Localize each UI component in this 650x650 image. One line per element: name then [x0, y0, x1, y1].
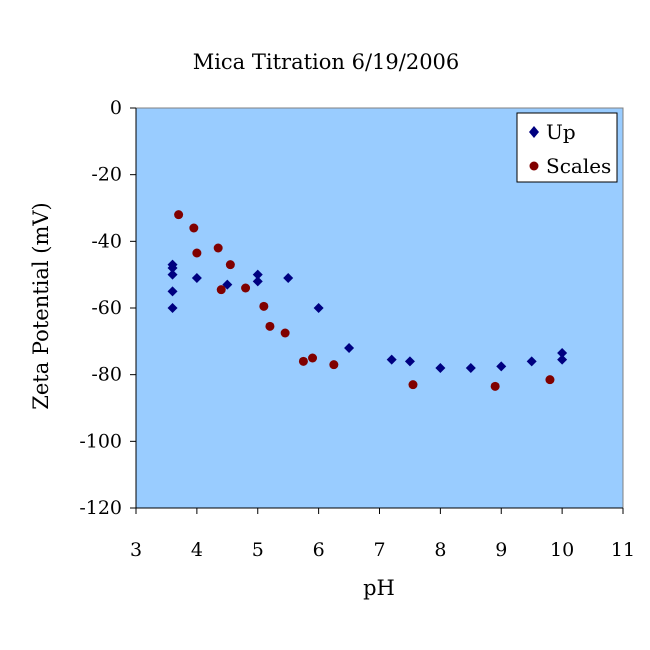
y-tick-label: -80: [91, 364, 122, 386]
data-point-scales: [225, 260, 235, 270]
data-point-up: [167, 303, 178, 313]
x-tick-label: 11: [611, 539, 635, 561]
data-point-scales: [192, 248, 202, 258]
x-tick-label: 8: [434, 539, 446, 561]
legend-label-scales: Scales: [546, 154, 611, 178]
legend: Up Scales: [516, 112, 618, 183]
data-point-scales: [545, 375, 555, 385]
data-point-scales: [490, 381, 500, 391]
data-point-up: [404, 356, 415, 367]
data-point-up: [313, 303, 324, 313]
data-point-scales: [329, 360, 339, 370]
legend-marker-scales: [529, 161, 539, 171]
data-points: [167, 210, 568, 391]
data-point-scales: [265, 321, 275, 331]
x-tick-label: 9: [495, 539, 507, 561]
data-point-up: [167, 263, 178, 273]
data-point-up: [557, 348, 568, 358]
x-tick-label: 6: [313, 539, 325, 561]
data-point-up: [252, 269, 263, 280]
data-point-up: [252, 276, 263, 287]
y-tick-label: -60: [91, 297, 122, 319]
data-point-scales: [174, 210, 184, 220]
data-point-up: [557, 354, 568, 365]
legend-marker-up: [529, 126, 539, 138]
x-tick-label: 10: [550, 539, 574, 561]
data-point-up: [167, 286, 178, 297]
data-point-up: [526, 356, 537, 367]
data-point-scales: [308, 353, 318, 363]
data-point-up: [386, 354, 397, 365]
y-axis-label: Zeta Potential (mV): [29, 202, 53, 410]
data-point-scales: [189, 223, 199, 233]
data-point-scales: [213, 243, 223, 253]
data-point-up: [344, 343, 355, 353]
x-axis: 3 4 5 6 7 8 9 10 11: [130, 507, 635, 561]
data-point-up: [435, 363, 446, 373]
data-point-scales: [216, 285, 226, 295]
y-tick-label: -120: [79, 497, 122, 519]
legend-label-up: Up: [546, 120, 576, 144]
legend-box: [516, 112, 618, 183]
chart-title: Mica Titration 6/19/2006: [193, 50, 460, 74]
x-tick-label: 7: [373, 539, 385, 561]
x-tick-label: 4: [191, 539, 203, 561]
data-point-scales: [408, 380, 418, 390]
data-point-scales: [298, 356, 308, 366]
y-axis: 0 -20 -40 -60 -80 -100 -120: [79, 97, 137, 519]
data-point-scales: [241, 283, 251, 293]
y-tick-label: -100: [79, 430, 122, 452]
x-tick-label: 5: [252, 539, 264, 561]
data-point-scales: [280, 328, 290, 338]
data-point-up: [283, 273, 294, 283]
x-tick-label: 3: [130, 539, 142, 561]
y-tick-label: -20: [91, 164, 122, 186]
data-point-up: [167, 269, 178, 280]
y-tick-label: -40: [91, 230, 122, 252]
data-point-up: [191, 273, 202, 283]
data-point-scales: [259, 301, 269, 311]
data-point-up: [496, 361, 507, 372]
y-tick-label: 0: [110, 97, 122, 119]
data-point-up: [465, 363, 476, 373]
x-axis-label: pH: [363, 576, 395, 600]
